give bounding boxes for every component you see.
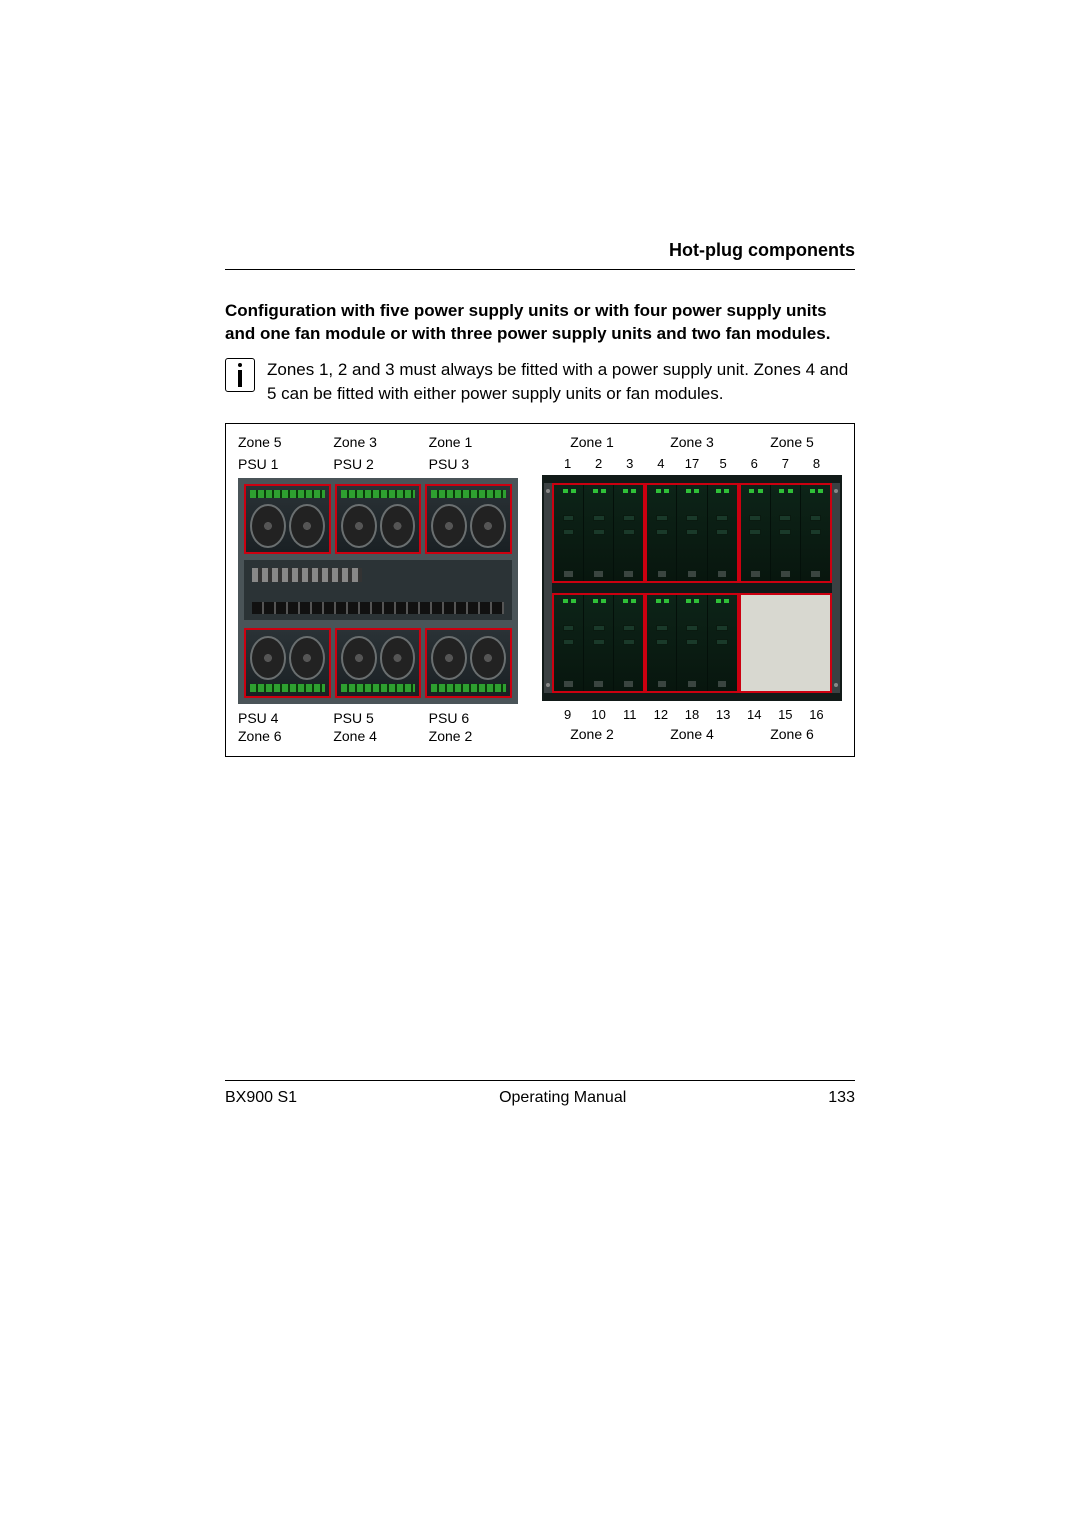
slot-number: 18 [676,707,707,722]
psu-label: PSU 5 [333,710,428,726]
right-top-slot-numbers: 1 2 3 4 17 5 6 7 8 [542,456,842,471]
document-page: Hot-plug components Configuration with f… [225,240,855,757]
slot-number: 2 [583,456,614,471]
right-top-zone-labels: Zone 1 Zone 3 Zone 5 [542,434,842,450]
footer-doc-title: Operating Manual [499,1089,626,1107]
blade-chassis-image [542,475,842,701]
zone-group [645,483,738,583]
slot-number: 17 [676,456,707,471]
zone-label: Zone 5 [742,434,842,450]
slot-number: 12 [645,707,676,722]
footer-product: BX900 S1 [225,1089,297,1107]
slot-number: 9 [552,707,583,722]
info-text: Zones 1, 2 and 3 must always be fitted w… [267,358,855,406]
psu-slot [335,628,422,698]
section-header: Hot-plug components [225,240,855,270]
slot-number: 11 [614,707,645,722]
psu-label: PSU 2 [333,456,428,472]
psu-slot [425,628,512,698]
slot-number: 4 [645,456,676,471]
zone-label: Zone 4 [642,726,742,742]
page-footer: BX900 S1 Operating Manual 133 [225,1080,855,1107]
psu-label: PSU 4 [238,710,333,726]
left-bottom-psu-labels: PSU 4 PSU 5 PSU 6 [238,710,524,726]
zone-label: Zone 4 [333,728,428,744]
zone-group [739,483,832,583]
slot-number: 1 [552,456,583,471]
zone-label: Zone 1 [542,434,642,450]
zone-label: Zone 2 [542,726,642,742]
zone-diagram: Zone 5 Zone 3 Zone 1 PSU 1 PSU 2 PSU 3 [225,423,855,757]
zone-label: Zone 3 [333,434,428,450]
zone-label: Zone 6 [238,728,333,744]
left-top-psu-labels: PSU 1 PSU 2 PSU 3 [238,456,524,472]
psu-slot [244,628,331,698]
zone-group [552,593,645,693]
slot-number: 6 [739,456,770,471]
left-bottom-zone-labels: Zone 6 Zone 4 Zone 2 [238,728,524,744]
chassis-midplane [244,560,512,620]
slot-number: 10 [583,707,614,722]
info-note: Zones 1, 2 and 3 must always be fitted w… [225,358,855,406]
zone-label: Zone 5 [238,434,333,450]
zone-label: Zone 3 [642,434,742,450]
blade-chassis-panel: Zone 1 Zone 3 Zone 5 1 2 3 4 17 5 6 7 8 [542,434,842,744]
slot-number: 5 [708,456,739,471]
info-icon [225,358,255,392]
slot-number: 13 [708,707,739,722]
psu-label: PSU 3 [429,456,524,472]
slot-number: 3 [614,456,645,471]
slot-number: 7 [770,456,801,471]
slot-number: 16 [801,707,832,722]
configuration-heading: Configuration with five power supply uni… [225,300,855,346]
psu-slot [244,484,331,554]
psu-label: PSU 1 [238,456,333,472]
right-bottom-slot-numbers: 9 10 11 12 18 13 14 15 16 [542,707,842,722]
zone-label: Zone 1 [429,434,524,450]
zone-group [552,483,645,583]
psu-label: PSU 6 [429,710,524,726]
zone-label: Zone 2 [429,728,524,744]
zone-group-empty [739,593,832,693]
slot-number: 8 [801,456,832,471]
footer-page-number: 133 [828,1089,855,1107]
right-bottom-zone-labels: Zone 2 Zone 4 Zone 6 [542,726,842,742]
psu-chassis-panel: Zone 5 Zone 3 Zone 1 PSU 1 PSU 2 PSU 3 [238,434,524,744]
left-top-zone-labels: Zone 5 Zone 3 Zone 1 [238,434,524,450]
zone-group [645,593,738,693]
psu-slot [335,484,422,554]
slot-number: 14 [739,707,770,722]
psu-slot [425,484,512,554]
slot-number: 15 [770,707,801,722]
zone-label: Zone 6 [742,726,842,742]
psu-chassis-image [238,478,518,704]
